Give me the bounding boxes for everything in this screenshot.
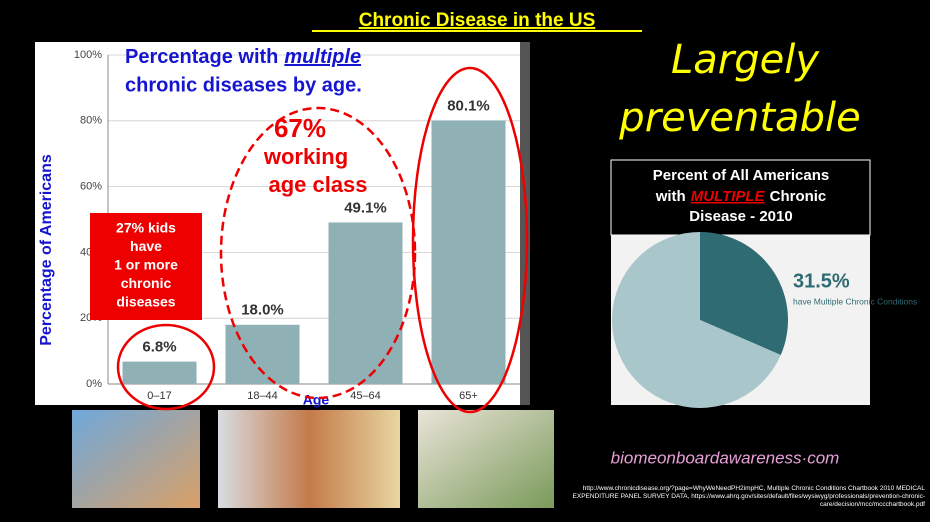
slide-title: Chronic Disease in the US [359,10,596,31]
x-tick-label: 45–64 [350,390,381,402]
annotation: diseases [116,294,175,310]
annotation: working [263,144,348,169]
chart-title: Percentage with multiple [125,46,361,68]
pie-title: Percent of All Americans [653,167,829,184]
plot-edge [520,42,530,405]
annotation: 67% [274,113,326,143]
title-part: Percentage with [125,46,278,68]
bar [122,361,197,384]
website: biomeonboardawareness·com [611,448,840,467]
y-tick-label: 60% [80,181,102,193]
annotation: chronic [121,275,172,291]
pie-slice [700,232,788,355]
y-tick-label: 80% [80,115,102,127]
value-label: 80.1% [447,97,490,114]
chart-title: chronic diseases by age. [125,74,362,96]
x-tick-label: 18–44 [247,390,278,402]
title-emphasis: MULTIPLE [691,188,766,205]
slice-label: have Multiple Chronic Conditions [793,296,917,306]
photo-workers [218,410,400,508]
value-label: 49.1% [344,199,387,216]
y-tick-label: 0% [86,378,102,390]
value-label: 31.5% [793,270,850,292]
annotation-box [90,213,202,320]
bar [328,222,403,384]
y-axis-label: Percentage of Americans [38,154,55,346]
title-emphasis: multiple [284,46,361,68]
photo-seniors [418,410,554,508]
x-axis-label: Age [303,392,330,408]
x-tick-label: 0–17 [147,390,171,402]
annotation: 27% kids [116,220,176,236]
tagline: Largely [671,37,820,83]
pie-title: Disease - 2010 [689,208,792,225]
bar [431,120,506,384]
bar-chart: 0%20%40%60%80%100%6.8%0–1718.0%18–4449.1… [38,42,530,414]
annotation: age class [268,172,367,197]
annotation: have [130,238,162,254]
annotation: 1 or more [114,257,178,273]
title-part: Chronic [770,188,827,205]
highlight-ellipse [219,106,417,400]
x-tick-label: 65+ [459,390,478,402]
y-tick-label: 100% [74,49,102,61]
photo-kids [72,410,200,508]
value-label: 6.8% [142,339,176,356]
highlight-ellipse [116,323,216,411]
highlight-ellipse [411,66,529,414]
pie-slice [611,232,781,408]
pie-chart: 31.5% have Multiple Chronic Conditions Per… [611,167,917,408]
title-part: with [655,188,686,205]
pie-title: with MULTIPLE Chronic [655,188,827,205]
value-label: 18.0% [241,302,284,319]
source-note: http://www.chronicdisease.org/?page=WhyW… [572,485,925,508]
pie-title-box [610,159,871,236]
tagline: preventable [618,95,860,141]
